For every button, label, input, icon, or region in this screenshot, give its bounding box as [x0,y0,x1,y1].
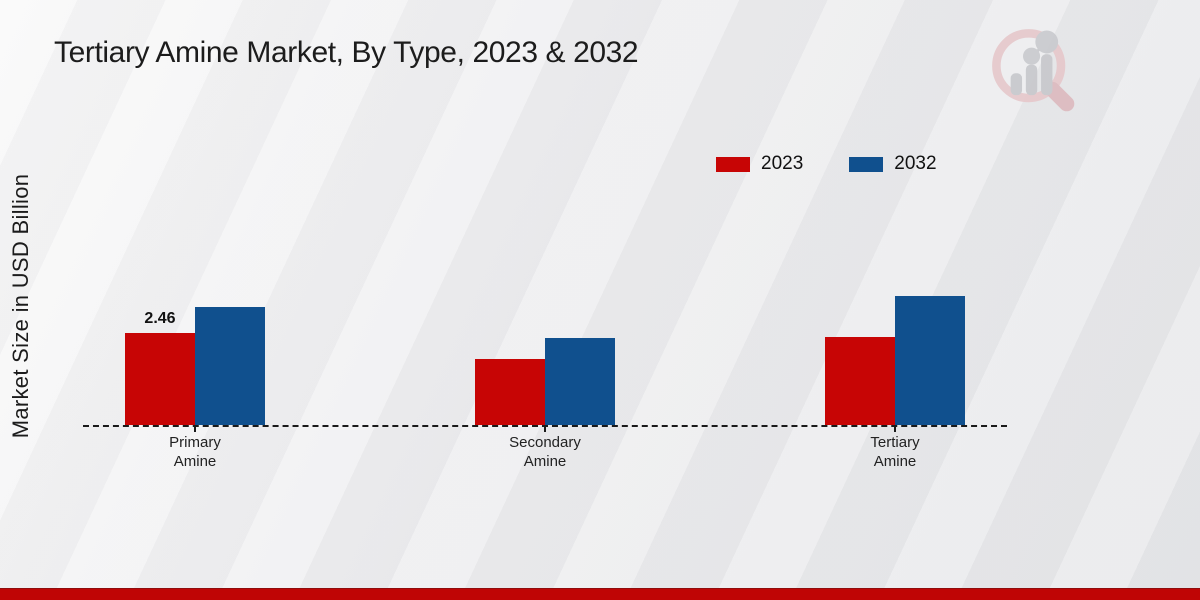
category-label-primary-amine: Primary Amine [169,434,221,470]
x-axis-tick-tertiary-amine [894,427,896,432]
legend-swatch-2032 [849,156,884,172]
bar-2032-tertiary-amine [895,296,965,425]
legend-label-2023: 2023 [761,153,804,174]
bar-2032-secondary-amine [545,338,615,425]
logo-dot-large [1035,30,1059,54]
magnifier-handle [1044,81,1075,112]
legend-item-2023: 2023 [716,153,803,175]
magnifier-ring [992,29,1066,103]
legend-label-2032: 2032 [894,153,937,174]
bar-2032-primary-amine [195,307,265,425]
bar-2023-secondary-amine [475,359,545,425]
logo-bar-tall [1041,54,1053,96]
category-label-secondary-amine: Secondary Amine [509,434,581,470]
footer-red-bar [0,588,1200,600]
data-label-2023-primary-amine: 2.46 [144,310,176,327]
logo-dot-small [1023,47,1041,65]
bar-2023-primary-amine [125,333,195,425]
legend-item-2032: 2032 [849,153,937,175]
bar-2023-tertiary-amine [825,337,895,425]
x-axis-tick-primary-amine [194,427,196,432]
category-label-tertiary-amine: Tertiary Amine [870,434,920,470]
legend: 2023 2032 [716,153,937,175]
legend-swatch-2023 [716,156,750,172]
logo-bar-medium [1025,64,1038,96]
chart-title: Tertiary Amine Market, By Type, 2023 & 2… [54,36,639,69]
x-axis-baseline [83,425,1007,427]
x-axis-tick-secondary-amine [544,427,546,432]
magnifier-barchart-logo-watermark [992,29,1075,112]
logo-bar-short [1010,73,1023,96]
